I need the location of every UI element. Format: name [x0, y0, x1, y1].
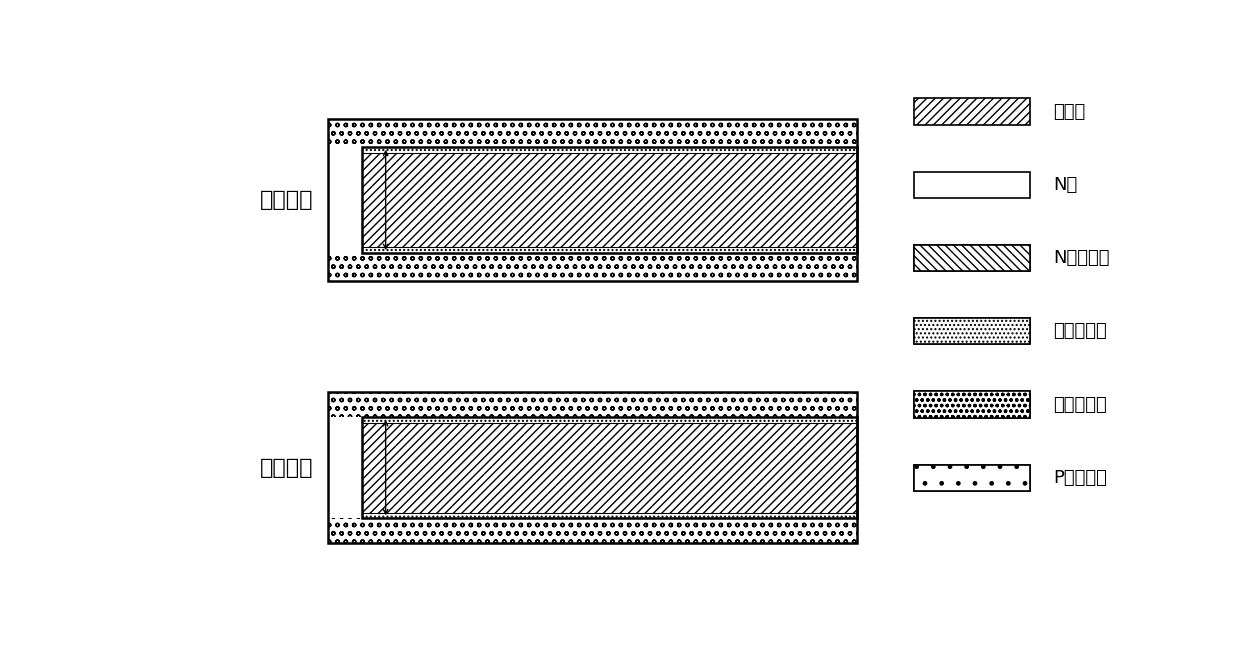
- Bar: [914, 245, 1029, 271]
- Text: 地线宽度: 地线宽度: [260, 458, 314, 478]
- Bar: [327, 119, 857, 147]
- Bar: [362, 147, 857, 153]
- Bar: [327, 392, 857, 543]
- Bar: [362, 247, 857, 253]
- Bar: [914, 318, 1029, 344]
- Bar: [362, 417, 857, 518]
- Bar: [914, 392, 1029, 418]
- Bar: [327, 253, 857, 281]
- Text: N阱: N阱: [1054, 176, 1078, 194]
- Text: 电源宽度: 电源宽度: [260, 190, 314, 210]
- Bar: [327, 119, 857, 281]
- Bar: [914, 392, 1029, 418]
- Text: 第一层金属: 第一层金属: [1054, 322, 1107, 340]
- Bar: [362, 417, 857, 423]
- Bar: [914, 245, 1029, 271]
- Bar: [914, 464, 1029, 491]
- Bar: [914, 464, 1029, 491]
- Text: P型掺杂层: P型掺杂层: [1054, 469, 1107, 487]
- Bar: [362, 147, 857, 253]
- Text: 有源区: 有源区: [1054, 102, 1086, 121]
- Bar: [914, 318, 1029, 344]
- Bar: [327, 518, 857, 543]
- Bar: [362, 513, 857, 518]
- Bar: [327, 392, 857, 417]
- Bar: [914, 172, 1029, 198]
- Bar: [362, 423, 857, 513]
- Bar: [914, 98, 1029, 125]
- Bar: [362, 153, 857, 247]
- Text: 厘削氧化层: 厘削氧化层: [1054, 396, 1107, 413]
- Text: N型掺杂层: N型掺杂层: [1054, 249, 1110, 267]
